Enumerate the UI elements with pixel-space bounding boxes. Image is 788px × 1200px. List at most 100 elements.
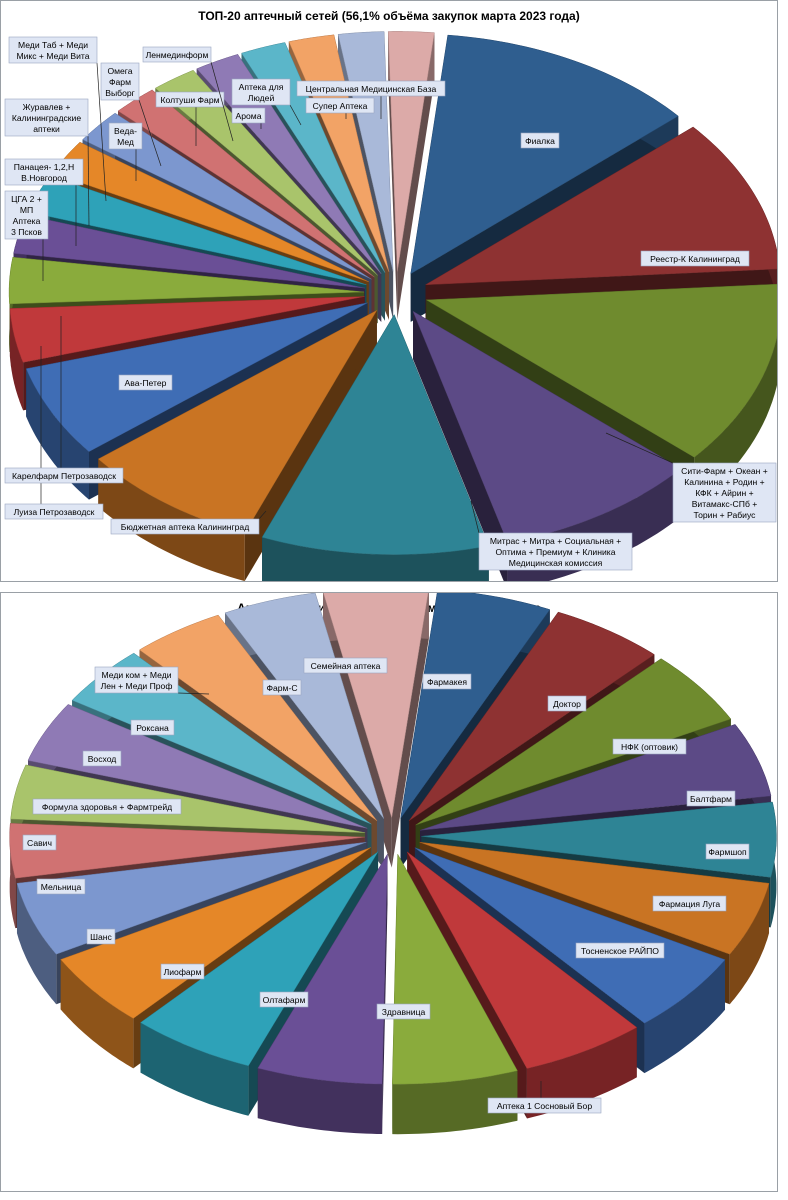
slice-label-панацея-1-2-н-в-новгород: Панацея- 1,2,НВ.Новгород — [4, 158, 84, 186]
label-box — [231, 78, 291, 106]
slice-label-мельница: Мельница — [36, 878, 86, 895]
label-text: Центральная Медицинская База — [306, 84, 437, 94]
slice-outer-wall — [392, 1070, 518, 1135]
slice-outer-wall — [257, 1068, 383, 1134]
pie-slice-савич — [9, 823, 365, 879]
label-box — [575, 942, 665, 959]
label-leader-line — [605, 432, 674, 464]
pie-slice-карелфарм-петрозаводск — [9, 296, 365, 363]
label-text: Сити-Фарм + Океан + — [681, 466, 768, 476]
slice-label-арома: Арома — [231, 107, 266, 124]
pie-slice-сити-фарм-океан-калинина-родин-кфк-айрин — [425, 283, 777, 458]
slice-label-центральная-медицинская-база: Центральная Медицинская База — [296, 80, 446, 97]
label-box — [305, 97, 375, 114]
label-text: ЦГА 2 + — [11, 194, 42, 204]
label-box — [4, 190, 49, 240]
label-box — [155, 91, 225, 108]
pie-slice-фарм-с — [224, 593, 385, 819]
label-text: Мельница — [41, 882, 82, 892]
pie-slice-семейная-аптека — [323, 593, 429, 818]
label-text: НФК (оптовик) — [621, 742, 678, 752]
label-box — [612, 738, 687, 755]
label-text: МП — [20, 205, 33, 215]
pie-slice-аптека-1-сосновый-бор — [406, 851, 638, 1069]
pie-slice-шанс — [60, 847, 371, 1019]
label-text: Митрас + Митра + Социальная + — [490, 536, 621, 546]
label-text: Аптека для — [239, 82, 284, 92]
label-box — [262, 679, 302, 696]
slice-label-семейная-аптека: Семейная аптека — [303, 657, 388, 674]
chart-1-title: ТОП-20 аптечный сетей (56,1% объёма заку… — [198, 9, 580, 23]
label-box — [142, 46, 212, 63]
pie-slice-фиалка — [410, 34, 679, 275]
label-text: Ава-Петер — [125, 378, 167, 388]
label-box — [520, 132, 560, 149]
label-box — [130, 719, 175, 736]
slice-label-доктор: Доктор — [547, 695, 587, 712]
pie-slice-луиза-петрозаводск — [25, 302, 368, 452]
slice-outer-wall — [140, 1022, 249, 1116]
pie-slice-мельница — [16, 841, 367, 955]
slice-outer-wall — [644, 959, 725, 1074]
slice-label-аптека-1-сосновый-бор: Аптека 1 Сосновый Бор — [487, 1097, 602, 1114]
label-text: Оптима + Премиум + Клиника — [496, 547, 616, 557]
slice-label-митрас-митра-социальная-оптима-премиум-к: Митрас + Митра + Социальная +Оптима + Пр… — [478, 532, 633, 571]
label-text: Фиалка — [525, 136, 555, 146]
slice-label-восход: Восход — [82, 750, 122, 767]
label-box — [94, 666, 179, 694]
label-box — [36, 878, 86, 895]
label-text: Журавлев + — [23, 102, 71, 112]
slice-outer-wall — [262, 537, 489, 581]
label-text: Фармакея — [427, 677, 467, 687]
label-text: аптеки — [33, 124, 60, 134]
slice-outer-wall — [26, 368, 89, 500]
label-box — [22, 834, 57, 851]
label-text: Реестр-К Калининград — [650, 254, 740, 264]
pie-slice-доктор — [408, 611, 655, 822]
label-text: Лиофарм — [164, 967, 202, 977]
slice-label-формула-здоровья-фармтрейд: Формула здоровья + Фармтрейд — [32, 798, 182, 815]
label-box — [110, 518, 260, 535]
label-leader-line — [87, 135, 90, 227]
slice-wall — [413, 311, 508, 581]
slice-label-олтафарм: Олтафарм — [259, 991, 309, 1008]
pie-slice-фармакея — [400, 593, 551, 819]
label-box — [108, 122, 143, 150]
label-text: Меди Таб + Меди — [18, 40, 88, 50]
label-text: Веда- — [114, 126, 137, 136]
label-text: Омега — [107, 66, 132, 76]
label-leader-line — [470, 500, 480, 534]
label-text: Колтуши Фарм — [160, 95, 219, 105]
slice-outer-wall — [60, 959, 134, 1069]
slice-label-реестр-к-калининград: Реестр-К Калининград — [640, 250, 750, 267]
label-text: Доктор — [553, 699, 581, 709]
label-box — [4, 467, 124, 484]
label-box — [8, 36, 98, 64]
label-text: Луиза Петрозаводск — [14, 507, 95, 517]
label-text: Калининградские — [12, 113, 81, 123]
label-text: Тосненское РАЙПО — [581, 945, 659, 956]
chart-1-slice-tops — [8, 31, 777, 555]
chart-2-pie: Фармакея Доктор НФК (оптовик) Балтфарм Фармш… — [9, 593, 777, 1135]
label-box — [4, 503, 104, 520]
slice-label-шанс: Шанс — [86, 928, 116, 945]
pie-slice-здравница — [392, 853, 518, 1085]
slice-label-савич: Савич — [22, 834, 57, 851]
label-leader-line — [177, 692, 210, 695]
pie-slice-формула-здоровья-фармтрейд — [10, 764, 366, 833]
label-box — [640, 250, 750, 267]
pie-slice-восход — [27, 704, 368, 829]
label-text: Панацея- 1,2,Н — [14, 162, 75, 172]
slice-label-фармакея: Фармакея — [422, 673, 472, 690]
label-text: Ленмединформ — [146, 50, 209, 60]
slice-label-роксана: Роксана — [130, 719, 175, 736]
pie-slice-тосненское-райпо — [414, 847, 726, 1024]
label-text: Формула здоровья + Фармтрейд — [42, 802, 172, 812]
label-text: Мед — [117, 137, 134, 147]
label-text: В.Новгород — [21, 173, 67, 183]
label-text: Выборг — [105, 88, 135, 98]
label-box — [86, 928, 116, 945]
label-box — [487, 1097, 602, 1114]
